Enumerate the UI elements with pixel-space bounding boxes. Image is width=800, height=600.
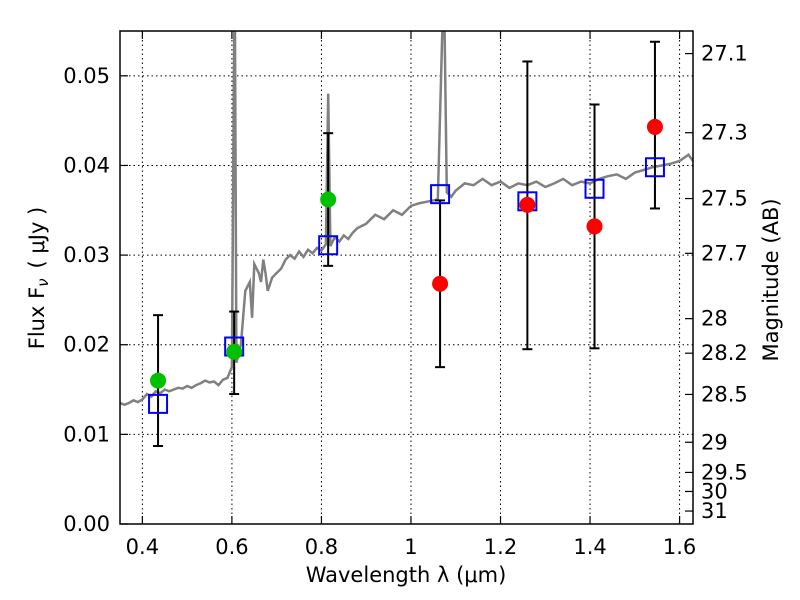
upper-limit-point (519, 196, 536, 213)
y-tick-label: 0.05 (63, 64, 110, 88)
x-axis-title: Wavelength λ (μm) (306, 563, 507, 587)
x-tick-label: 1.2 (484, 535, 517, 559)
x-tick-label: 1.4 (573, 535, 606, 559)
model-point (148, 393, 169, 414)
grid-lines (120, 31, 693, 525)
mag-tick-label: 28.2 (701, 341, 748, 365)
y-tick-label: 0.01 (63, 422, 110, 446)
y-tick-label: 0.03 (63, 243, 110, 267)
upper-limit-point (646, 118, 663, 135)
plot-frame (119, 30, 694, 525)
detection-point (226, 343, 243, 360)
mag-tick-label: 27.5 (701, 187, 748, 211)
error-bars (153, 40, 660, 448)
mag-tick-label: 27.3 (701, 121, 748, 145)
mag-tick-label: 27.7 (701, 241, 748, 265)
x-axis-ticks: 0.4 0.6 0.8 1 1.2 1.4 1.6 (126, 31, 696, 559)
y-tick-label: 0.00 (63, 512, 110, 536)
template-spectrum-line (120, 31, 693, 407)
x-tick-label: 1 (404, 535, 417, 559)
y-axis-title-sub: ν (34, 278, 52, 286)
model-point (318, 235, 339, 256)
y-axis-ticks: 0.00 0.01 0.02 0.03 0.04 0.05 (63, 64, 128, 536)
y-axis-title: Flux Fν ( μJy ) (25, 207, 52, 350)
model-point (430, 184, 451, 205)
detection-markers (150, 191, 337, 389)
mag-tick-label: 29.5 (701, 460, 748, 484)
mag-tick-label: 27.1 (701, 42, 748, 66)
y-axis-title-main: Flux F (25, 287, 49, 349)
y2-axis-title: Magnitude (AB) (759, 198, 783, 361)
model-photometry-markers (148, 157, 665, 414)
x-tick-label: 0.6 (215, 535, 248, 559)
model-point (644, 157, 665, 178)
mag-tick-label: 31 (701, 499, 728, 523)
mag-tick-label: 30 (701, 479, 728, 503)
y-tick-label: 0.04 (63, 153, 110, 177)
mag-tick-label: 28.5 (701, 382, 748, 406)
detection-point (150, 372, 167, 389)
detection-point (320, 191, 337, 208)
x-tick-label: 0.8 (305, 535, 338, 559)
upper-limit-point (432, 275, 449, 292)
upper-limit-point (586, 218, 603, 235)
upper-limit-markers (432, 118, 663, 292)
mag-tick-label: 29 (701, 430, 728, 454)
mag-tick-label: 28 (701, 307, 728, 331)
x-tick-label: 0.4 (126, 535, 159, 559)
x-tick-label: 1.6 (663, 535, 696, 559)
y-tick-label: 0.02 (63, 333, 110, 357)
y-axis-title-unit: ( μJy ) (25, 207, 49, 269)
model-point (584, 178, 605, 199)
